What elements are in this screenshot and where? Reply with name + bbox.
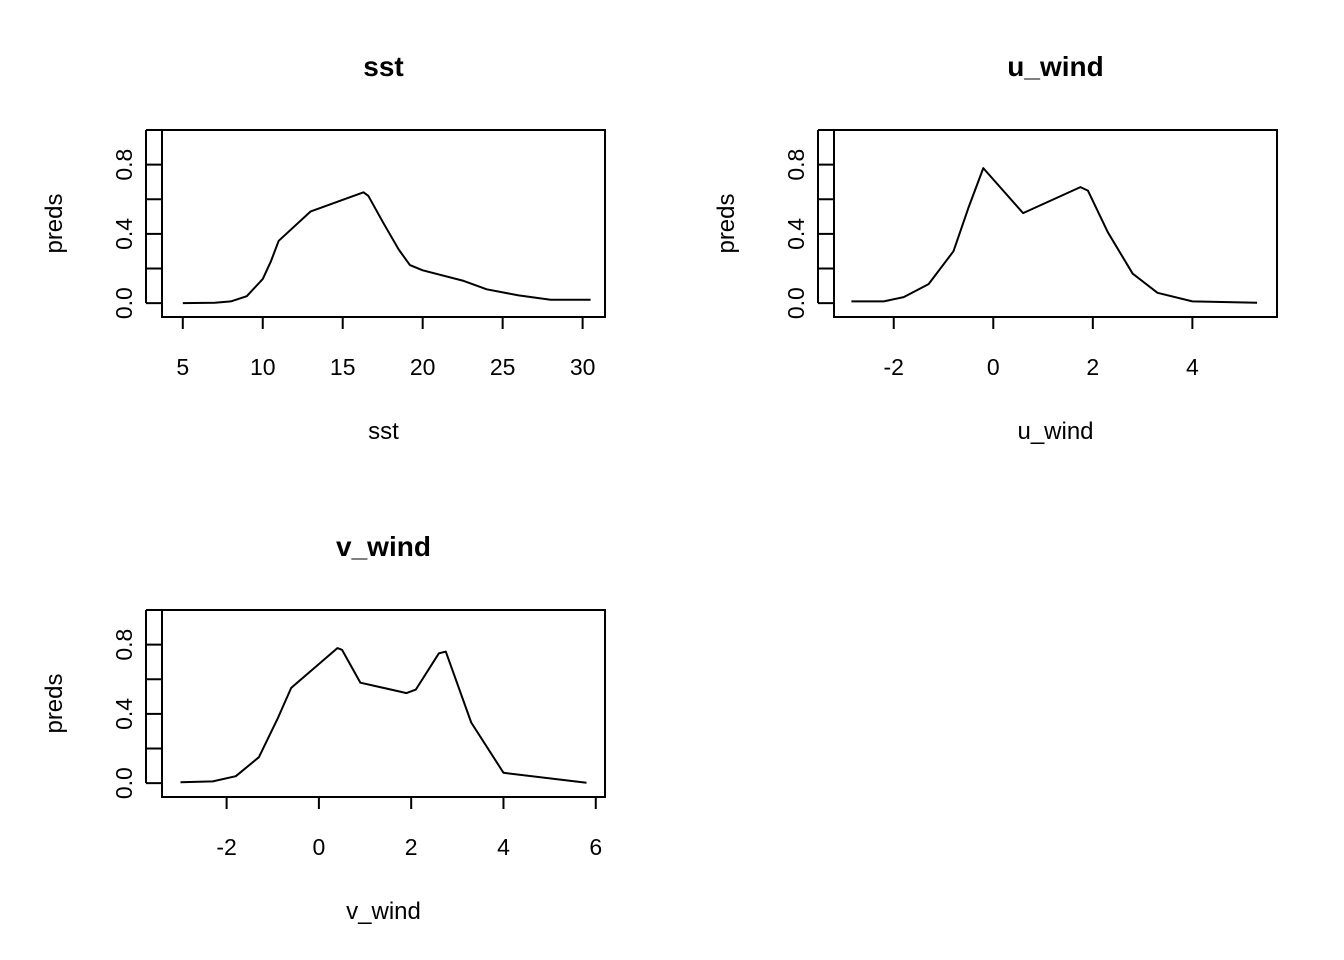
series-line — [851, 167, 1258, 304]
chart-title: v_wind — [336, 531, 431, 562]
x-tick-label: 4 — [1186, 354, 1199, 380]
series-line — [180, 647, 587, 784]
x-tick-label: -2 — [884, 354, 904, 380]
y-axis-label: preds — [713, 193, 740, 253]
plot-frame — [833, 129, 1278, 318]
y-tick-label: 0.8 — [111, 149, 137, 181]
y-tick-label: 0.8 — [111, 629, 137, 661]
y-tick-label: 0.0 — [111, 767, 137, 799]
y-axis-label: preds — [41, 193, 68, 253]
x-tick-label: 30 — [570, 354, 596, 380]
x-tick-label: 0 — [987, 354, 1000, 380]
x-axis-label: u_wind — [1017, 418, 1093, 445]
x-axis-label: v_wind — [346, 898, 421, 925]
x-tick-label: 0 — [312, 834, 325, 860]
x-tick-label: 25 — [490, 354, 516, 380]
x-tick-label: 4 — [497, 834, 510, 860]
x-tick-label: -2 — [216, 834, 236, 860]
y-tick-label: 0.4 — [111, 218, 137, 250]
x-tick-label: 6 — [589, 834, 602, 860]
chart-title: u_wind — [1007, 51, 1103, 82]
y-tick-label: 0.4 — [783, 218, 809, 250]
x-axis-label: sst — [368, 418, 399, 445]
plot-frame — [161, 609, 606, 798]
y-tick-label: 0.0 — [111, 287, 137, 319]
y-tick-label: 0.8 — [783, 149, 809, 181]
chart-panel-1: sst 5 10 15 20 25 30 0.0 0.4 0.8 sst preds — [41, 51, 606, 445]
y-tick-label: 0.4 — [111, 698, 137, 730]
x-tick-label: 15 — [330, 354, 356, 380]
series-line — [182, 191, 591, 305]
y-tick-label: 0.0 — [783, 287, 809, 319]
x-tick-label: 10 — [250, 354, 276, 380]
chart-title: sst — [363, 51, 403, 82]
x-tick-label: 20 — [410, 354, 436, 380]
x-tick-label: 2 — [1086, 354, 1099, 380]
x-tick-label: 5 — [176, 354, 189, 380]
x-tick-label: 2 — [405, 834, 418, 860]
y-axis-label: preds — [41, 673, 68, 733]
